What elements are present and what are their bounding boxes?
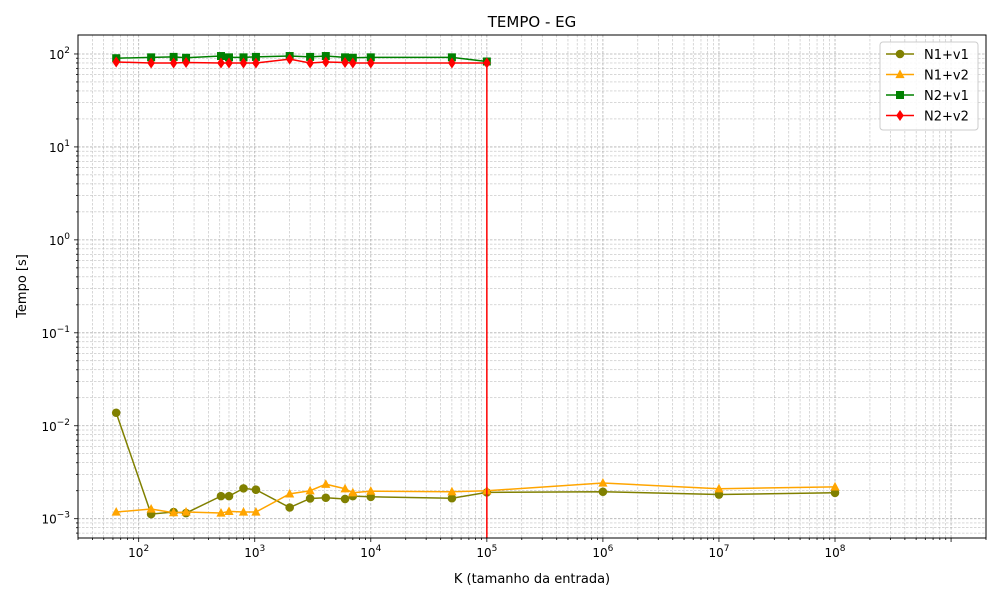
data-point bbox=[238, 507, 249, 516]
data-point bbox=[169, 507, 179, 517]
x-tick-label: 103 bbox=[244, 544, 265, 560]
x-tick-label: 104 bbox=[360, 544, 381, 560]
y-tick-label: 10−2 bbox=[41, 418, 70, 434]
legend-marker bbox=[896, 110, 904, 121]
ticks: 102 103 104 105 106 107 108 10−3 10−2 10−1 100 101 1… bbox=[41, 46, 987, 560]
y-tick-label: 102 bbox=[49, 46, 70, 62]
data-point bbox=[146, 504, 156, 513]
data-point bbox=[714, 490, 724, 499]
legend-marker bbox=[895, 49, 905, 59]
legend-label: N2+v1 bbox=[924, 89, 969, 104]
legend-label: N1+v1 bbox=[924, 48, 969, 63]
series-line bbox=[116, 55, 487, 63]
data-point bbox=[306, 57, 314, 69]
data-point bbox=[252, 57, 260, 69]
data-point bbox=[147, 53, 156, 62]
data-point bbox=[239, 484, 248, 493]
plot-frame bbox=[77, 34, 987, 539]
data-point bbox=[340, 483, 350, 493]
data-point bbox=[447, 53, 456, 62]
legend-frame bbox=[879, 41, 979, 131]
data-point bbox=[285, 488, 295, 498]
legend-item: N1+v2 bbox=[886, 69, 969, 84]
data-point bbox=[830, 488, 840, 498]
data-point bbox=[169, 57, 178, 69]
data-point bbox=[305, 485, 315, 495]
data-point bbox=[483, 57, 491, 69]
data-point bbox=[182, 56, 190, 68]
data-point bbox=[305, 494, 315, 503]
data-point bbox=[322, 56, 330, 68]
x-tick-label: 106 bbox=[592, 544, 613, 560]
data-point bbox=[447, 493, 457, 503]
y-tick-label: 100 bbox=[49, 232, 70, 248]
series-layer bbox=[111, 52, 840, 538]
x-tick-label: 102 bbox=[128, 544, 149, 560]
data-point bbox=[348, 487, 358, 497]
data-point bbox=[239, 57, 248, 69]
data-point bbox=[225, 57, 233, 69]
data-point bbox=[598, 487, 608, 497]
y-tick-label: 10−1 bbox=[41, 325, 70, 341]
grid bbox=[77, 35, 987, 538]
series-n2-v2 bbox=[112, 53, 491, 538]
data-point bbox=[714, 483, 724, 493]
y-axis-label: Tempo [s] bbox=[15, 254, 30, 319]
y-tick-label: 10−3 bbox=[41, 511, 70, 527]
data-point bbox=[340, 494, 350, 504]
data-point bbox=[321, 52, 330, 61]
data-point bbox=[448, 57, 456, 69]
legend-item: N2+v2 bbox=[886, 110, 969, 125]
data-point bbox=[366, 486, 376, 495]
data-point bbox=[251, 507, 261, 516]
data-point bbox=[306, 52, 315, 61]
legend-marker bbox=[896, 91, 904, 99]
data-point bbox=[830, 481, 840, 491]
data-point bbox=[239, 53, 248, 62]
data-point bbox=[366, 57, 375, 69]
y-tick-label: 101 bbox=[49, 139, 70, 155]
legend: N1+v1 N1+v2 N2+v1 N2+v2 bbox=[879, 41, 979, 131]
data-point bbox=[366, 53, 375, 62]
data-point bbox=[251, 52, 260, 61]
data-point bbox=[216, 52, 225, 61]
data-point bbox=[111, 507, 121, 516]
data-point bbox=[216, 491, 226, 501]
data-point bbox=[285, 503, 294, 512]
data-point bbox=[112, 56, 120, 68]
x-axis-label: K (tamanho da entrada) bbox=[454, 572, 610, 587]
data-point bbox=[217, 57, 225, 69]
chart-title: TEMPO - EG bbox=[487, 13, 576, 31]
data-point bbox=[224, 491, 234, 501]
legend-item: N2+v1 bbox=[886, 89, 969, 104]
data-point bbox=[341, 56, 349, 68]
data-point bbox=[285, 53, 294, 65]
data-point bbox=[447, 486, 457, 496]
data-point bbox=[169, 52, 178, 61]
legend-label: N2+v2 bbox=[924, 110, 969, 125]
data-point bbox=[224, 506, 234, 515]
x-tick-label: 105 bbox=[476, 544, 497, 560]
data-point bbox=[224, 53, 233, 62]
data-point bbox=[147, 57, 155, 69]
data-point bbox=[598, 478, 608, 487]
data-point bbox=[321, 479, 331, 488]
legend-marker bbox=[895, 69, 905, 79]
data-point bbox=[216, 508, 226, 517]
legend-item: N1+v1 bbox=[886, 48, 969, 63]
x-tick-label: 108 bbox=[825, 544, 846, 560]
data-point bbox=[251, 485, 261, 495]
data-point bbox=[111, 408, 121, 418]
data-point bbox=[349, 57, 357, 69]
legend-label: N1+v2 bbox=[924, 69, 969, 84]
data-point bbox=[321, 493, 331, 503]
x-tick-label: 107 bbox=[708, 544, 729, 560]
data-point bbox=[181, 507, 191, 516]
